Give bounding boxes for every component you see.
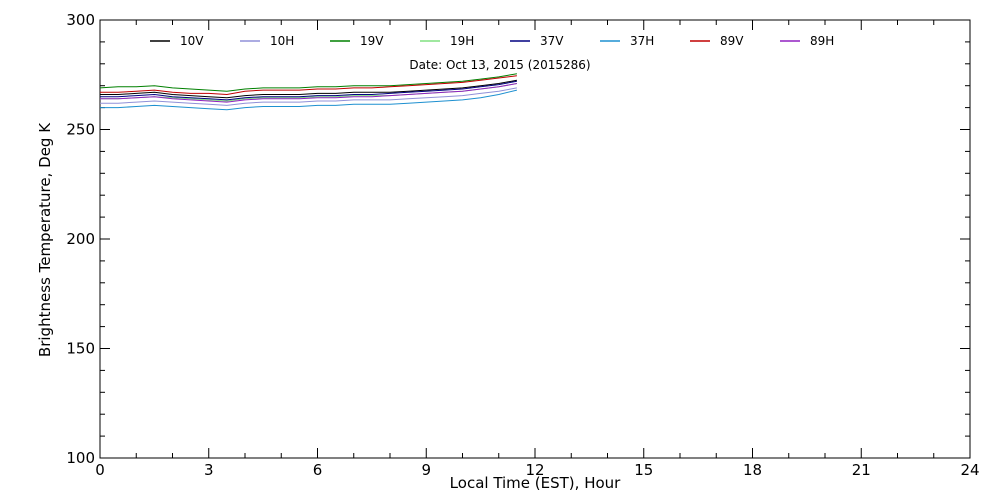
series-lines	[99, 73, 518, 111]
x-tick-label: 0	[95, 461, 105, 479]
y-tick-label: 100	[66, 449, 95, 467]
date-annotation: Date: Oct 13, 2015 (2015286)	[409, 58, 590, 72]
x-tick-label: 24	[960, 461, 979, 479]
legend-label-37h: 37H	[630, 34, 654, 48]
legend: 10V 10H 19V 19H 37V 37H 89V 89H	[150, 34, 834, 48]
series-line-89v	[100, 75, 517, 96]
legend-label-89h: 89H	[810, 34, 834, 48]
x-tick-label: 12	[525, 461, 544, 479]
x-tick-label: 3	[204, 461, 214, 479]
legend-label-37v: 37V	[540, 34, 564, 48]
axis-tick-labels: 0 3 6 9 12 15 18 21 24 100 150 200 250 300	[66, 11, 979, 479]
legend-label-10h: 10H	[270, 34, 294, 48]
plot-frame	[99, 19, 971, 459]
x-axis-label: Local Time (EST), Hour	[450, 474, 621, 492]
legend-label-89v: 89V	[720, 34, 744, 48]
series-line-10h	[100, 87, 517, 106]
series-line-19v	[99, 73, 517, 92]
series-line-10v	[100, 79, 517, 99]
axis-ticks	[99, 19, 971, 459]
x-tick-label: 18	[743, 461, 762, 479]
series-line-37v	[100, 80, 517, 101]
x-tick-label: 9	[421, 461, 431, 479]
y-tick-label: 300	[66, 11, 95, 29]
legend-label-19h: 19H	[450, 34, 474, 48]
y-tick-label: 200	[66, 230, 95, 248]
y-axis-label: Brightness Temperature, Deg K	[36, 122, 54, 357]
series-line-37h	[100, 89, 518, 111]
x-tick-label: 6	[313, 461, 323, 479]
x-tick-label: 15	[634, 461, 653, 479]
series-line-89h	[100, 83, 517, 103]
y-tick-label: 250	[66, 121, 95, 139]
x-tick-label: 21	[852, 461, 871, 479]
legend-label-10v: 10V	[180, 34, 204, 48]
y-tick-label: 150	[66, 340, 95, 358]
legend-label-19v: 19V	[360, 34, 384, 48]
